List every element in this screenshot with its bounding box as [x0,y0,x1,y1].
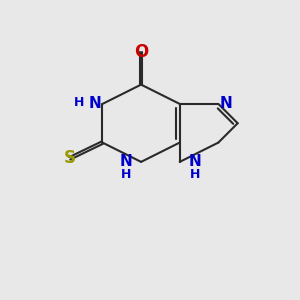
Text: S: S [64,149,76,167]
Text: H: H [121,168,131,181]
Text: N: N [188,154,201,169]
Text: N: N [88,96,101,111]
Text: H: H [74,96,85,109]
Text: O: O [134,43,148,61]
Text: H: H [189,168,200,181]
Text: N: N [220,96,233,111]
Text: N: N [120,154,133,169]
